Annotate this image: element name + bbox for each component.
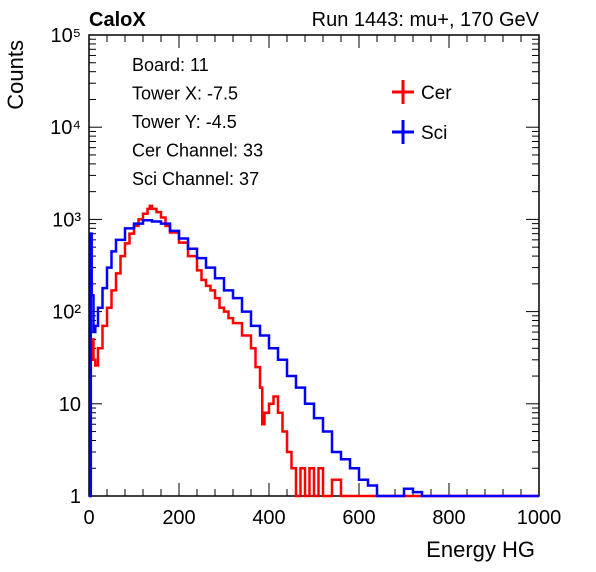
x-tick-label: 1000	[517, 507, 562, 529]
legend-label-sci: Sci	[421, 123, 447, 144]
y-tick-label: 10⁵	[50, 25, 81, 47]
x-tick-label: 800	[432, 507, 465, 529]
info-box: Board: 11 Tower X: -7.5 Tower Y: -4.5 Cer C…	[132, 55, 263, 189]
series-layer	[89, 204, 539, 498]
legend: Cer Sci	[392, 80, 452, 144]
x-tick-label: 600	[342, 507, 375, 529]
y-tick-label: 10⁴	[50, 117, 81, 139]
run-info-label: Run 1443: mu+, 170 GeV	[312, 9, 540, 31]
x-tick-label: 0	[83, 507, 94, 529]
plot-frame	[88, 34, 540, 497]
x-tick-label: 400	[252, 507, 285, 529]
x-axis-ticks: 0 200 400 600 800 1000	[83, 35, 561, 529]
legend-label-cer: Cer	[421, 83, 452, 104]
info-box-line: Tower Y: -4.5	[132, 112, 237, 132]
info-box-line: Board: 11	[132, 55, 209, 75]
y-axis-ticks: 1 10 10² 10³ 10⁴ 10⁵	[50, 25, 539, 508]
series-sci-line	[89, 218, 539, 498]
y-axis-title: Counts	[3, 40, 28, 110]
experiment-label: CaloX	[89, 9, 146, 31]
y-tick-label: 10	[59, 394, 81, 416]
y-tick-label: 1	[70, 486, 81, 508]
series-cer-line	[89, 204, 539, 498]
info-box-line: Sci Channel: 37	[132, 169, 259, 189]
info-box-line: Cer Channel: 33	[132, 141, 263, 161]
info-box-line: Tower X: -7.5	[132, 84, 238, 104]
x-tick-label: 200	[162, 507, 195, 529]
x-axis-title: Energy HG	[426, 537, 535, 562]
y-tick-label: 10³	[52, 209, 81, 231]
y-tick-label: 10²	[52, 302, 81, 324]
